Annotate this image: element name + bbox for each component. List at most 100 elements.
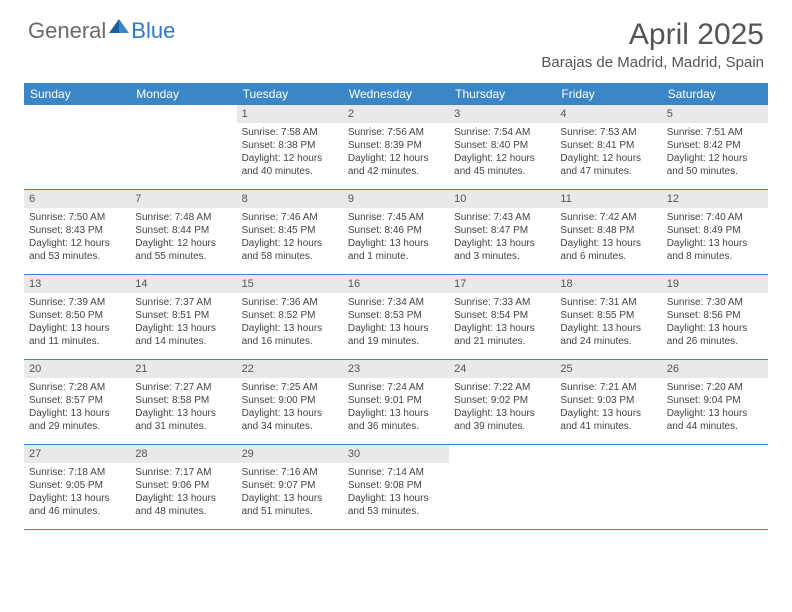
daylight-line: Daylight: 13 hours and 19 minutes. <box>348 322 444 348</box>
day-number: 18 <box>555 275 661 293</box>
calendar-day: 6Sunrise: 7:50 AMSunset: 8:43 PMDaylight… <box>24 190 130 274</box>
calendar-day: 15Sunrise: 7:36 AMSunset: 8:52 PMDayligh… <box>237 275 343 359</box>
day-body: Sunrise: 7:53 AMSunset: 8:41 PMDaylight:… <box>555 123 661 183</box>
daylight-line: Daylight: 13 hours and 16 minutes. <box>242 322 338 348</box>
calendar-week: 20Sunrise: 7:28 AMSunset: 8:57 PMDayligh… <box>24 360 768 445</box>
day-body: Sunrise: 7:46 AMSunset: 8:45 PMDaylight:… <box>237 208 343 268</box>
calendar-day: 12Sunrise: 7:40 AMSunset: 8:49 PMDayligh… <box>662 190 768 274</box>
day-body: Sunrise: 7:16 AMSunset: 9:07 PMDaylight:… <box>237 463 343 523</box>
daylight-line: Daylight: 12 hours and 45 minutes. <box>454 152 550 178</box>
sunrise-line: Sunrise: 7:20 AM <box>667 381 763 394</box>
calendar-weeks: 1Sunrise: 7:58 AMSunset: 8:38 PMDaylight… <box>24 105 768 530</box>
day-number: 4 <box>555 105 661 123</box>
day-number: 25 <box>555 360 661 378</box>
day-body: Sunrise: 7:43 AMSunset: 8:47 PMDaylight:… <box>449 208 555 268</box>
sunset-line: Sunset: 9:07 PM <box>242 479 338 492</box>
daylight-line: Daylight: 13 hours and 26 minutes. <box>667 322 763 348</box>
calendar-day: 13Sunrise: 7:39 AMSunset: 8:50 PMDayligh… <box>24 275 130 359</box>
day-number: 9 <box>343 190 449 208</box>
calendar-week: 6Sunrise: 7:50 AMSunset: 8:43 PMDaylight… <box>24 190 768 275</box>
day-number: 17 <box>449 275 555 293</box>
calendar-day: 9Sunrise: 7:45 AMSunset: 8:46 PMDaylight… <box>343 190 449 274</box>
sunrise-line: Sunrise: 7:18 AM <box>29 466 125 479</box>
calendar-day: 22Sunrise: 7:25 AMSunset: 9:00 PMDayligh… <box>237 360 343 444</box>
calendar-day: 1Sunrise: 7:58 AMSunset: 8:38 PMDaylight… <box>237 105 343 189</box>
location-subtitle: Barajas de Madrid, Madrid, Spain <box>541 54 764 71</box>
day-body: Sunrise: 7:14 AMSunset: 9:08 PMDaylight:… <box>343 463 449 523</box>
day-body: Sunrise: 7:27 AMSunset: 8:58 PMDaylight:… <box>130 378 236 438</box>
triangle-icon <box>109 19 129 38</box>
sunrise-line: Sunrise: 7:54 AM <box>454 126 550 139</box>
day-number: 20 <box>24 360 130 378</box>
day-body: Sunrise: 7:22 AMSunset: 9:02 PMDaylight:… <box>449 378 555 438</box>
day-number: 21 <box>130 360 236 378</box>
sunrise-line: Sunrise: 7:22 AM <box>454 381 550 394</box>
calendar-week: 1Sunrise: 7:58 AMSunset: 8:38 PMDaylight… <box>24 105 768 190</box>
calendar-day-empty <box>130 105 236 189</box>
day-number: 12 <box>662 190 768 208</box>
day-body: Sunrise: 7:33 AMSunset: 8:54 PMDaylight:… <box>449 293 555 353</box>
day-body: Sunrise: 7:50 AMSunset: 8:43 PMDaylight:… <box>24 208 130 268</box>
calendar-day: 28Sunrise: 7:17 AMSunset: 9:06 PMDayligh… <box>130 445 236 529</box>
sunset-line: Sunset: 8:50 PM <box>29 309 125 322</box>
sunrise-line: Sunrise: 7:30 AM <box>667 296 763 309</box>
day-body: Sunrise: 7:30 AMSunset: 8:56 PMDaylight:… <box>662 293 768 353</box>
sunset-line: Sunset: 8:58 PM <box>135 394 231 407</box>
sunset-line: Sunset: 8:52 PM <box>242 309 338 322</box>
day-number: 11 <box>555 190 661 208</box>
calendar: SundayMondayTuesdayWednesdayThursdayFrid… <box>24 83 768 530</box>
sunset-line: Sunset: 8:54 PM <box>454 309 550 322</box>
calendar-day: 18Sunrise: 7:31 AMSunset: 8:55 PMDayligh… <box>555 275 661 359</box>
calendar-day: 3Sunrise: 7:54 AMSunset: 8:40 PMDaylight… <box>449 105 555 189</box>
sunset-line: Sunset: 8:41 PM <box>560 139 656 152</box>
daylight-line: Daylight: 13 hours and 31 minutes. <box>135 407 231 433</box>
day-number: 8 <box>237 190 343 208</box>
sunrise-line: Sunrise: 7:34 AM <box>348 296 444 309</box>
day-body: Sunrise: 7:20 AMSunset: 9:04 PMDaylight:… <box>662 378 768 438</box>
day-number: 14 <box>130 275 236 293</box>
day-body: Sunrise: 7:17 AMSunset: 9:06 PMDaylight:… <box>130 463 236 523</box>
calendar-day: 27Sunrise: 7:18 AMSunset: 9:05 PMDayligh… <box>24 445 130 529</box>
sunset-line: Sunset: 8:57 PM <box>29 394 125 407</box>
day-number: 7 <box>130 190 236 208</box>
sunrise-line: Sunrise: 7:50 AM <box>29 211 125 224</box>
sunset-line: Sunset: 8:48 PM <box>560 224 656 237</box>
sunset-line: Sunset: 8:46 PM <box>348 224 444 237</box>
daylight-line: Daylight: 12 hours and 55 minutes. <box>135 237 231 263</box>
daylight-line: Daylight: 13 hours and 36 minutes. <box>348 407 444 433</box>
day-body: Sunrise: 7:34 AMSunset: 8:53 PMDaylight:… <box>343 293 449 353</box>
sunset-line: Sunset: 8:45 PM <box>242 224 338 237</box>
sunset-line: Sunset: 9:04 PM <box>667 394 763 407</box>
calendar-day: 7Sunrise: 7:48 AMSunset: 8:44 PMDaylight… <box>130 190 236 274</box>
daylight-line: Daylight: 13 hours and 6 minutes. <box>560 237 656 263</box>
sunrise-line: Sunrise: 7:48 AM <box>135 211 231 224</box>
day-number: 2 <box>343 105 449 123</box>
daylight-line: Daylight: 13 hours and 29 minutes. <box>29 407 125 433</box>
sunrise-line: Sunrise: 7:51 AM <box>667 126 763 139</box>
sunrise-line: Sunrise: 7:21 AM <box>560 381 656 394</box>
daylight-line: Daylight: 13 hours and 11 minutes. <box>29 322 125 348</box>
daylight-line: Daylight: 12 hours and 58 minutes. <box>242 237 338 263</box>
calendar-day: 16Sunrise: 7:34 AMSunset: 8:53 PMDayligh… <box>343 275 449 359</box>
day-number: 30 <box>343 445 449 463</box>
calendar-day: 2Sunrise: 7:56 AMSunset: 8:39 PMDaylight… <box>343 105 449 189</box>
daylight-line: Daylight: 13 hours and 14 minutes. <box>135 322 231 348</box>
day-header: Thursday <box>449 83 555 105</box>
sunrise-line: Sunrise: 7:42 AM <box>560 211 656 224</box>
day-body: Sunrise: 7:54 AMSunset: 8:40 PMDaylight:… <box>449 123 555 183</box>
sunrise-line: Sunrise: 7:36 AM <box>242 296 338 309</box>
sunset-line: Sunset: 9:06 PM <box>135 479 231 492</box>
day-body: Sunrise: 7:48 AMSunset: 8:44 PMDaylight:… <box>130 208 236 268</box>
daylight-line: Daylight: 13 hours and 53 minutes. <box>348 492 444 518</box>
sunset-line: Sunset: 8:44 PM <box>135 224 231 237</box>
sunset-line: Sunset: 9:08 PM <box>348 479 444 492</box>
logo-text-general: General <box>28 18 106 44</box>
calendar-day: 29Sunrise: 7:16 AMSunset: 9:07 PMDayligh… <box>237 445 343 529</box>
daylight-line: Daylight: 13 hours and 48 minutes. <box>135 492 231 518</box>
calendar-day: 11 Sunrise: 7:42 AMSunset: 8:48 PMDayligh… <box>555 190 661 274</box>
daylight-line: Daylight: 13 hours and 21 minutes. <box>454 322 550 348</box>
sunrise-line: Sunrise: 7:37 AM <box>135 296 231 309</box>
sunset-line: Sunset: 8:56 PM <box>667 309 763 322</box>
calendar-day: 23Sunrise: 7:24 AMSunset: 9:01 PMDayligh… <box>343 360 449 444</box>
day-body: Sunrise: 7:40 AMSunset: 8:49 PMDaylight:… <box>662 208 768 268</box>
